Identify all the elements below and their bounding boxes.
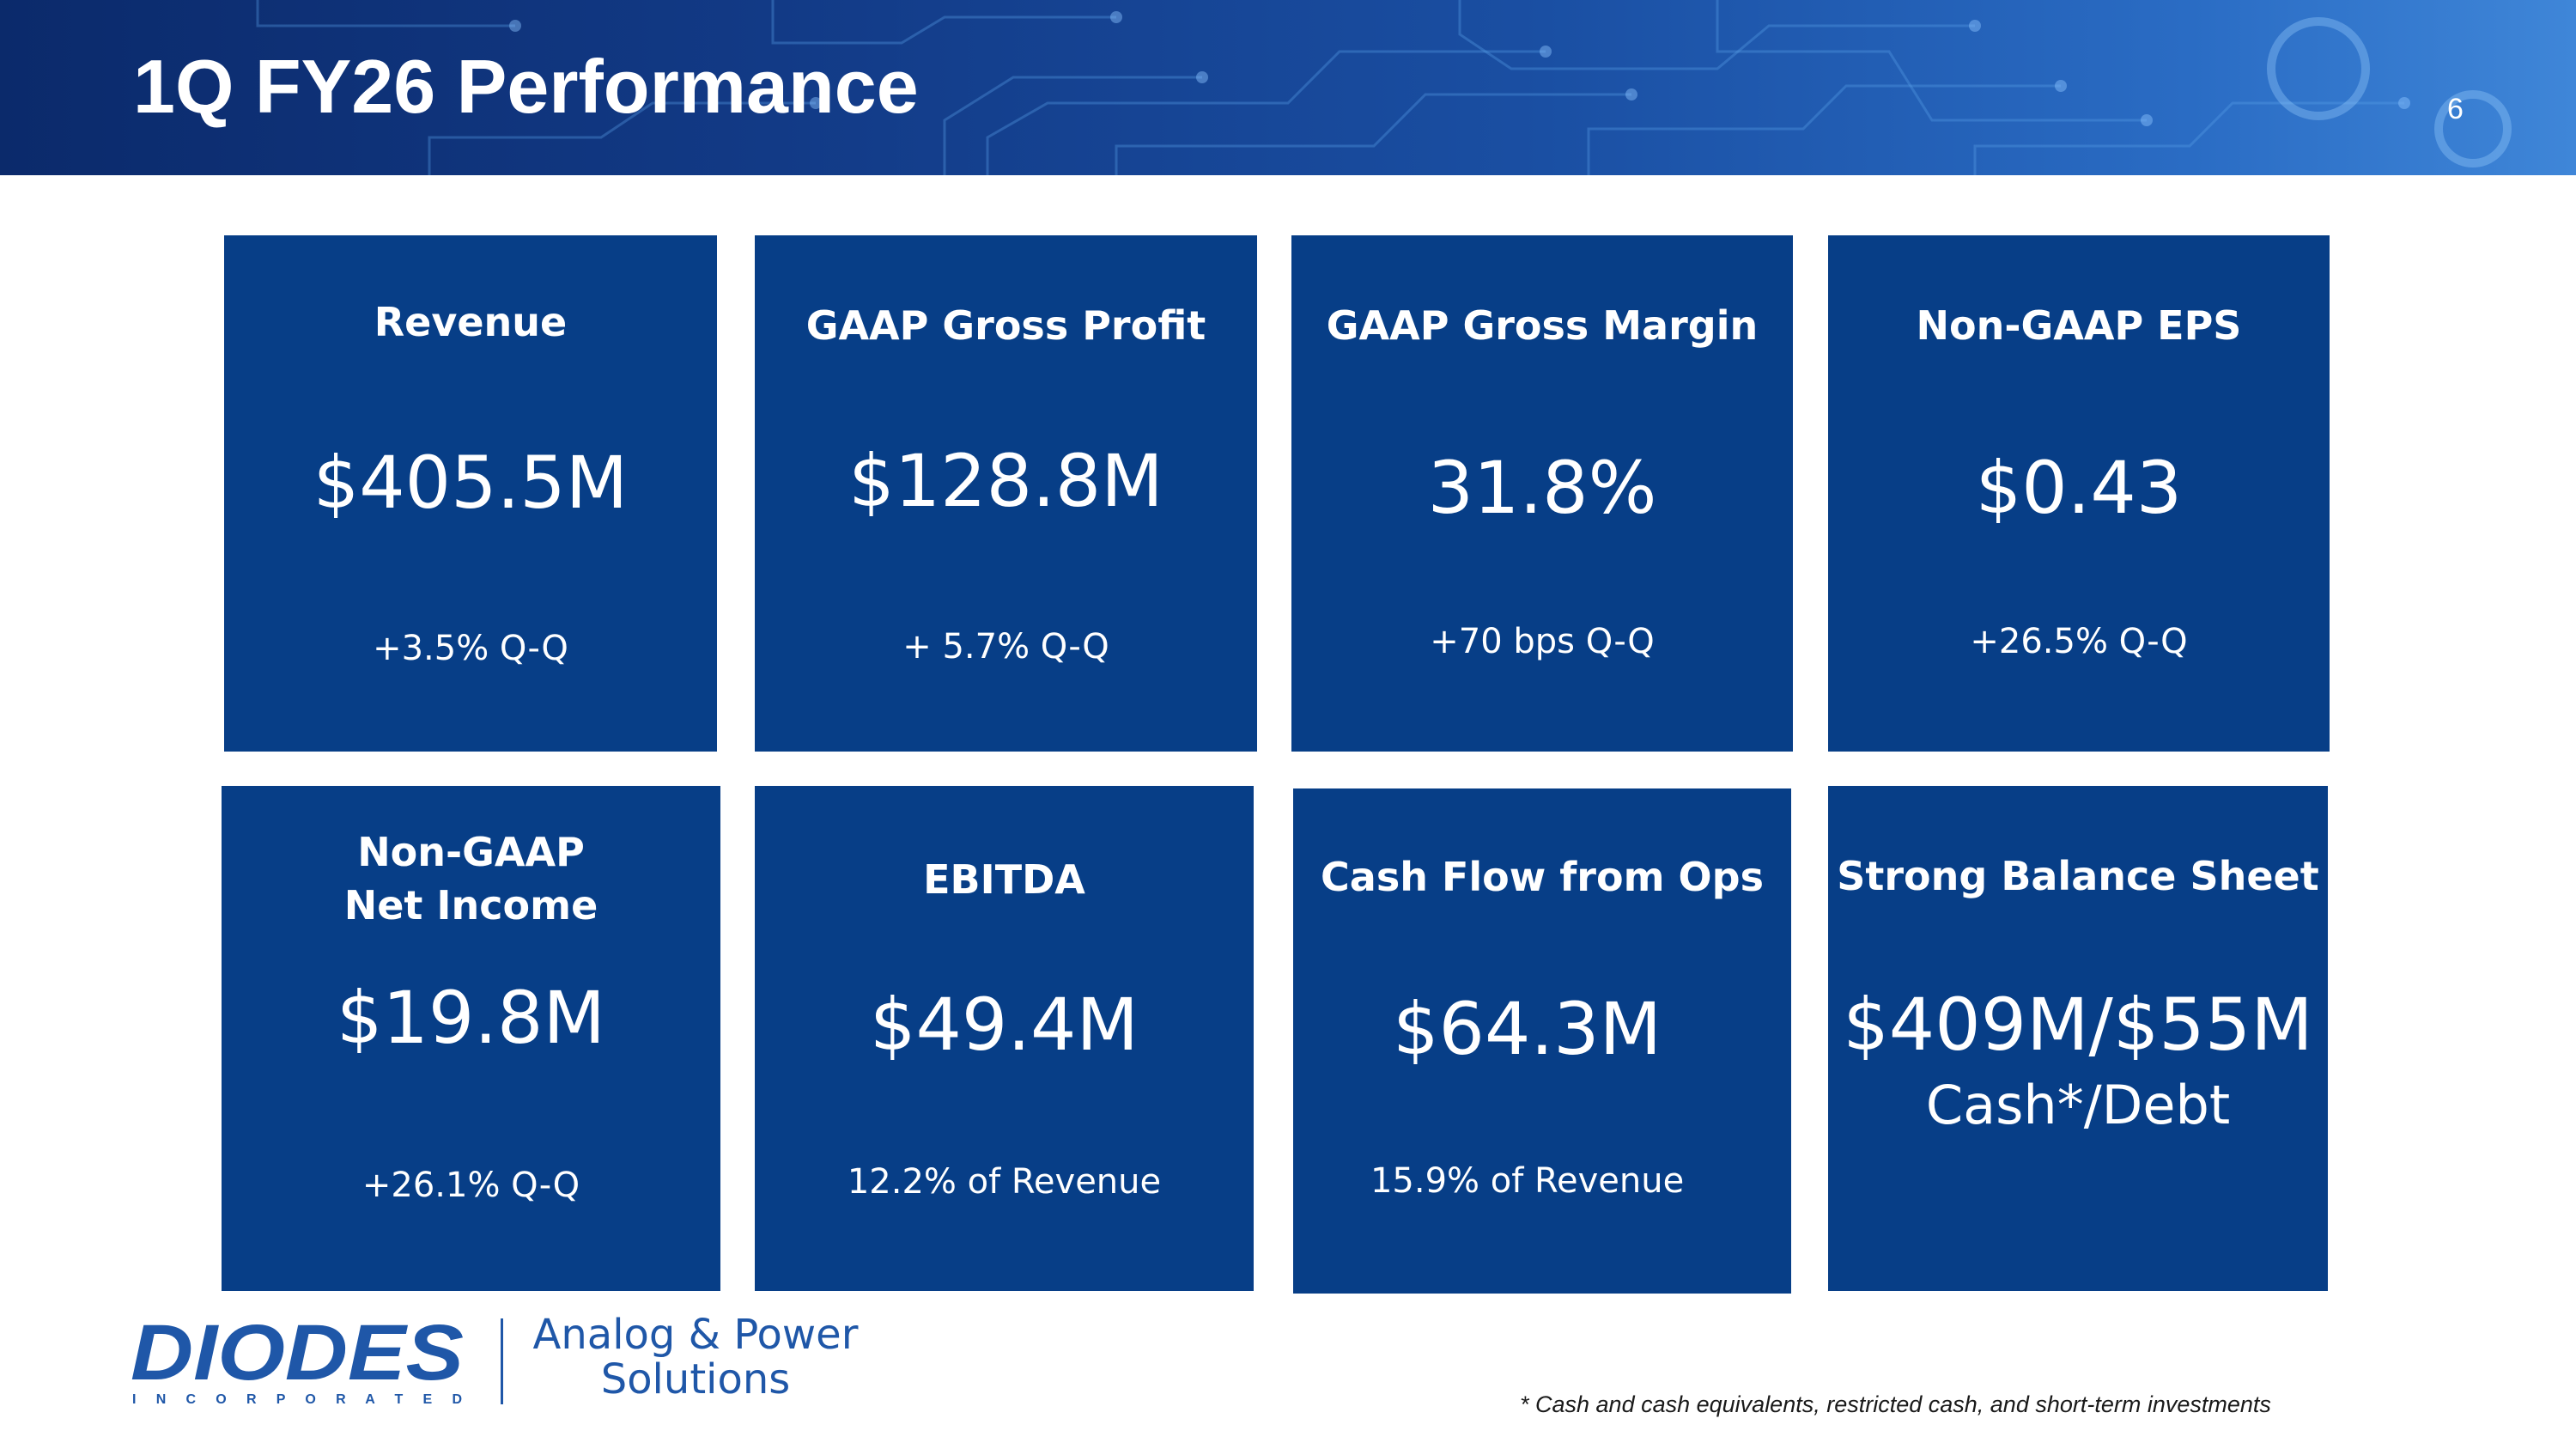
tile-value: $64.3M xyxy=(1393,987,1662,1071)
tile-cash-flow-from-ops: Cash Flow from Ops $64.3M 15.9% of Reven… xyxy=(1293,788,1791,1294)
tile-value: $128.8M xyxy=(848,439,1163,523)
page-title: 1Q FY26 Performance xyxy=(133,44,919,129)
tile-label: Non-GAAP Net Income xyxy=(343,829,598,928)
tile-label: GAAP Gross Margin xyxy=(1326,302,1759,349)
diodes-logo: DIODES I N C O R P O R A T E D xyxy=(131,1312,464,1407)
tile-value: $409M/$55M xyxy=(1843,983,2313,1067)
tile-label: Non-GAAP EPS xyxy=(1916,302,2242,349)
tile-non-gaap-net-income: Non-GAAP Net Income $19.8M +26.1% Q-Q xyxy=(222,786,720,1291)
tile-value: $19.8M xyxy=(337,976,605,1060)
tile-value: $49.4M xyxy=(870,983,1139,1067)
tile-gaap-gross-margin: GAAP Gross Margin 31.8% +70 bps Q-Q xyxy=(1291,235,1793,752)
tile-subtext: +70 bps Q-Q xyxy=(1430,622,1655,661)
tile-label: Strong Balance Sheet xyxy=(1837,853,2319,899)
tile-subtext: 12.2% of Revenue xyxy=(847,1162,1162,1202)
tile-subtext: +3.5% Q-Q xyxy=(373,629,568,668)
footnote: * Cash and cash equivalents, restricted … xyxy=(1520,1391,2271,1417)
logo-wordmark: DIODES xyxy=(131,1312,464,1397)
tile-subtext: Cash*/Debt xyxy=(1925,1074,2231,1136)
tile-strong-balance-sheet: Strong Balance Sheet $409M/$55M Cash*/De… xyxy=(1828,786,2328,1291)
tile-value: $405.5M xyxy=(313,441,629,525)
tile-value: $0.43 xyxy=(1975,446,2183,530)
tile-revenue: Revenue $405.5M +3.5% Q-Q xyxy=(224,235,717,752)
tile-gaap-gross-profit: GAAP Gross Profit $128.8M + 5.7% Q-Q xyxy=(755,235,1257,752)
tagline-line1: Analog & Power xyxy=(532,1311,859,1359)
tile-subtext: 15.9% of Revenue xyxy=(1370,1161,1685,1201)
header-banner: 1Q FY26 Performance 6 xyxy=(0,0,2576,175)
tile-non-gaap-eps: Non-GAAP EPS $0.43 +26.5% Q-Q xyxy=(1828,235,2330,752)
tile-subtext: +26.1% Q-Q xyxy=(361,1166,580,1205)
tile-label: Cash Flow from Ops xyxy=(1321,854,1764,900)
tile-subtext: +26.5% Q-Q xyxy=(1970,622,2188,661)
tile-label: EBITDA xyxy=(923,856,1085,903)
circuit-pattern-decoration xyxy=(256,0,2512,175)
tagline-line2: Solutions xyxy=(600,1355,791,1403)
tile-value: 31.8% xyxy=(1427,446,1657,530)
logo-divider xyxy=(501,1318,503,1404)
tile-label: Revenue xyxy=(374,299,568,345)
tagline: Analog & Power Solutions xyxy=(515,1312,876,1402)
tile-ebitda: EBITDA $49.4M 12.2% of Revenue xyxy=(755,786,1254,1291)
tile-subtext: + 5.7% Q-Q xyxy=(902,627,1109,667)
page-number: 6 xyxy=(2447,93,2464,125)
tile-label: GAAP Gross Profit xyxy=(805,302,1206,349)
